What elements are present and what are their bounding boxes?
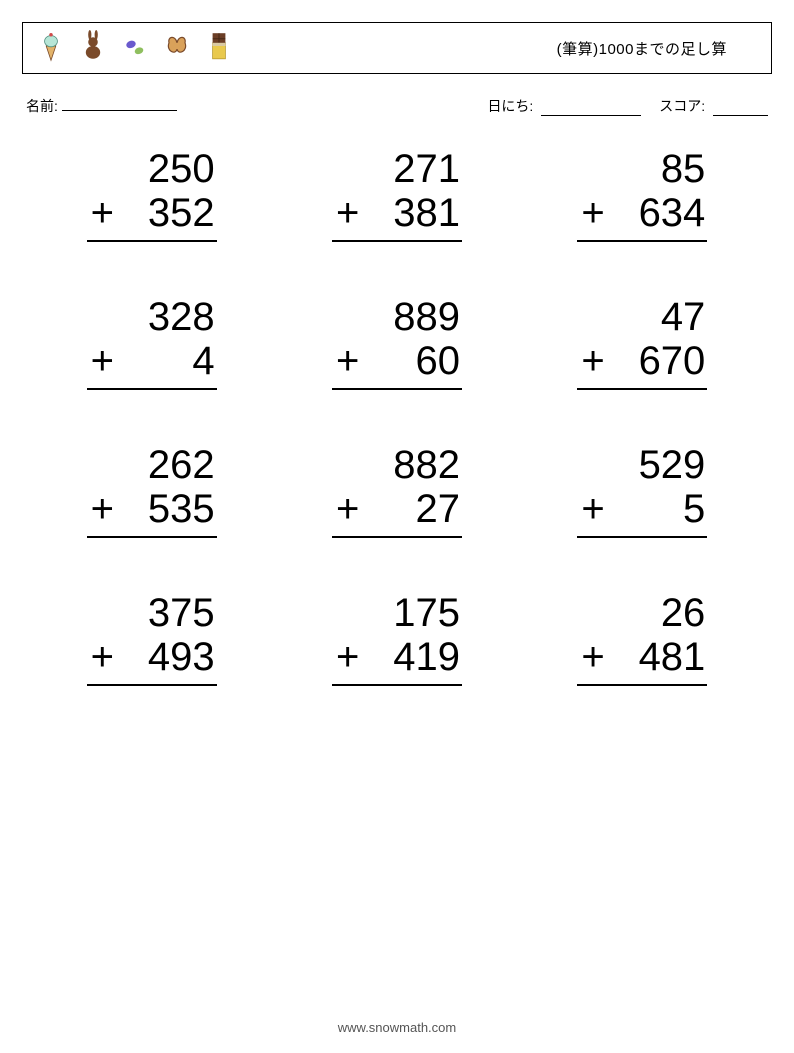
- top-addend: 262: [87, 442, 217, 488]
- addition-problem: 85+634: [577, 146, 707, 242]
- bunny-icon: [79, 30, 107, 67]
- top-addend: 26: [577, 590, 707, 636]
- score-blank[interactable]: [713, 102, 768, 116]
- bottom-addend: 493: [148, 634, 215, 680]
- addition-problem: 271+381: [332, 146, 462, 242]
- bottom-addend: 634: [639, 190, 706, 236]
- bottom-addend: 27: [393, 486, 460, 532]
- plus-sign: +: [334, 634, 359, 680]
- bottom-addend: 419: [393, 634, 460, 680]
- plus-sign: +: [579, 338, 604, 384]
- bottom-row: + 5: [577, 486, 707, 538]
- date-blank[interactable]: [541, 102, 641, 116]
- top-addend: 328: [87, 294, 217, 340]
- plus-sign: +: [89, 486, 114, 532]
- bottom-row: +634: [577, 190, 707, 242]
- bottom-row: +419: [332, 634, 462, 686]
- addition-problem: 250+352: [87, 146, 217, 242]
- top-addend: 889: [332, 294, 462, 340]
- bottom-row: +670: [577, 338, 707, 390]
- top-addend: 250: [87, 146, 217, 192]
- bottom-addend: 60: [393, 338, 460, 384]
- plus-sign: +: [579, 190, 604, 236]
- addition-problem: 889+ 60: [332, 294, 462, 390]
- plus-sign: +: [334, 338, 359, 384]
- bottom-addend: 481: [639, 634, 706, 680]
- addition-problem: 175+419: [332, 590, 462, 686]
- bottom-addend: 535: [148, 486, 215, 532]
- score-label: スコア:: [659, 98, 705, 114]
- bottom-addend: 352: [148, 190, 215, 236]
- top-addend: 175: [332, 590, 462, 636]
- addition-problem: 47+670: [577, 294, 707, 390]
- header-icons: [37, 30, 233, 67]
- bottom-row: + 27: [332, 486, 462, 538]
- ice-cream-icon: [37, 30, 65, 67]
- plus-sign: +: [579, 486, 604, 532]
- plus-sign: +: [89, 338, 114, 384]
- top-addend: 47: [577, 294, 707, 340]
- addition-problem: 375+493: [87, 590, 217, 686]
- date-label: 日にち:: [487, 98, 533, 114]
- bottom-addend: 5: [639, 486, 706, 532]
- plus-sign: +: [334, 190, 359, 236]
- bottom-row: + 60: [332, 338, 462, 390]
- addition-problem: 882+ 27: [332, 442, 462, 538]
- bottom-row: +493: [87, 634, 217, 686]
- worksheet-page: (筆算)1000までの足し算 名前: 日にち: スコア: 250+352271+…: [0, 0, 794, 1053]
- top-addend: 375: [87, 590, 217, 636]
- name-label: 名前:: [26, 96, 58, 116]
- plus-sign: +: [89, 634, 114, 680]
- bottom-addend: 381: [393, 190, 460, 236]
- top-addend: 271: [332, 146, 462, 192]
- bottom-addend: 670: [639, 338, 706, 384]
- addition-problem: 328+ 4: [87, 294, 217, 390]
- addition-problem: 26+481: [577, 590, 707, 686]
- bottom-row: +381: [332, 190, 462, 242]
- candies-icon: [121, 30, 149, 67]
- chocolate-bar-icon: [205, 30, 233, 67]
- footer-url: www.snowmath.com: [0, 1020, 794, 1035]
- plus-sign: +: [89, 190, 114, 236]
- top-addend: 882: [332, 442, 462, 488]
- info-row: 名前: 日にち: スコア:: [22, 96, 772, 116]
- top-addend: 529: [577, 442, 707, 488]
- bottom-row: +535: [87, 486, 217, 538]
- bottom-row: +352: [87, 190, 217, 242]
- bottom-row: + 4: [87, 338, 217, 390]
- name-blank[interactable]: [62, 97, 177, 111]
- bottom-row: +481: [577, 634, 707, 686]
- pretzel-icon: [163, 30, 191, 67]
- addition-problem: 529+ 5: [577, 442, 707, 538]
- header-bar: (筆算)1000までの足し算: [22, 22, 772, 74]
- plus-sign: +: [334, 486, 359, 532]
- worksheet-title: (筆算)1000までの足し算: [557, 38, 727, 59]
- addition-problem: 262+535: [87, 442, 217, 538]
- bottom-addend: 4: [148, 338, 215, 384]
- top-addend: 85: [577, 146, 707, 192]
- plus-sign: +: [579, 634, 604, 680]
- problems-grid: 250+352271+38185+634328+ 4889+ 6047+6702…: [22, 146, 772, 686]
